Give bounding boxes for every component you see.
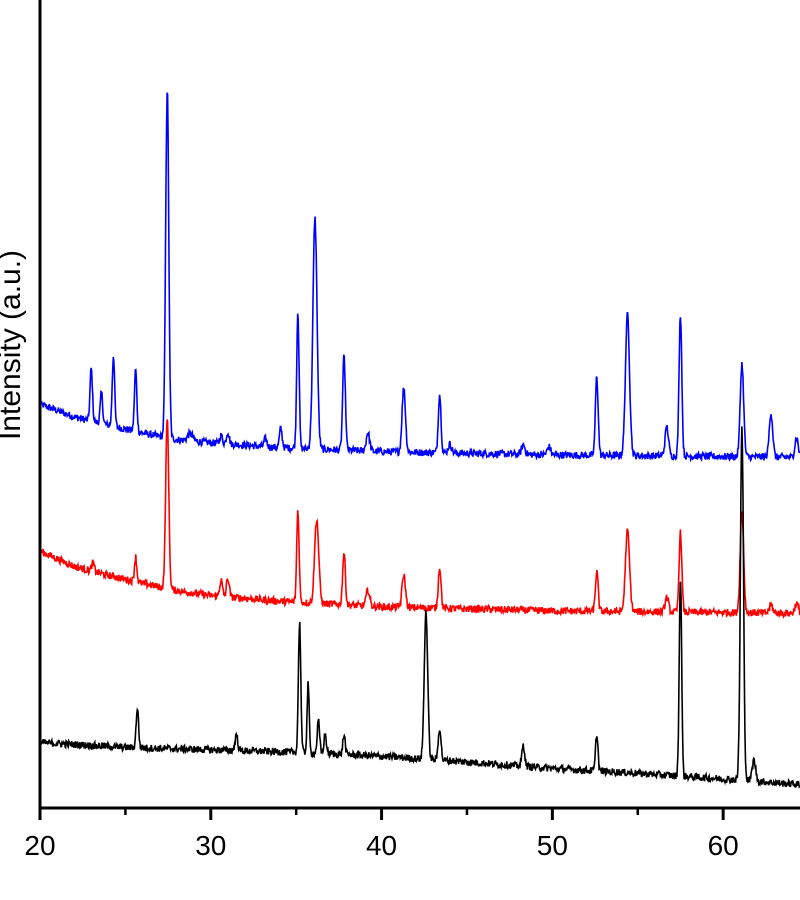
- series-line-2: [39, 419, 800, 620]
- y-axis-label: Intensity (a.u.): [0, 250, 27, 440]
- plot-area: [39, 92, 800, 789]
- x-tick-labels: 20 30 40 50 60: [24, 830, 738, 861]
- axes: [38, 0, 800, 820]
- x-tick-label: 30: [195, 830, 226, 861]
- x-tick-label: 50: [537, 830, 568, 861]
- series-line-3: [39, 426, 800, 789]
- x-tick-label: 40: [366, 830, 397, 861]
- x-tick-label: 20: [24, 830, 55, 861]
- series-line-1: [39, 92, 800, 463]
- x-tick-label: 60: [708, 830, 739, 861]
